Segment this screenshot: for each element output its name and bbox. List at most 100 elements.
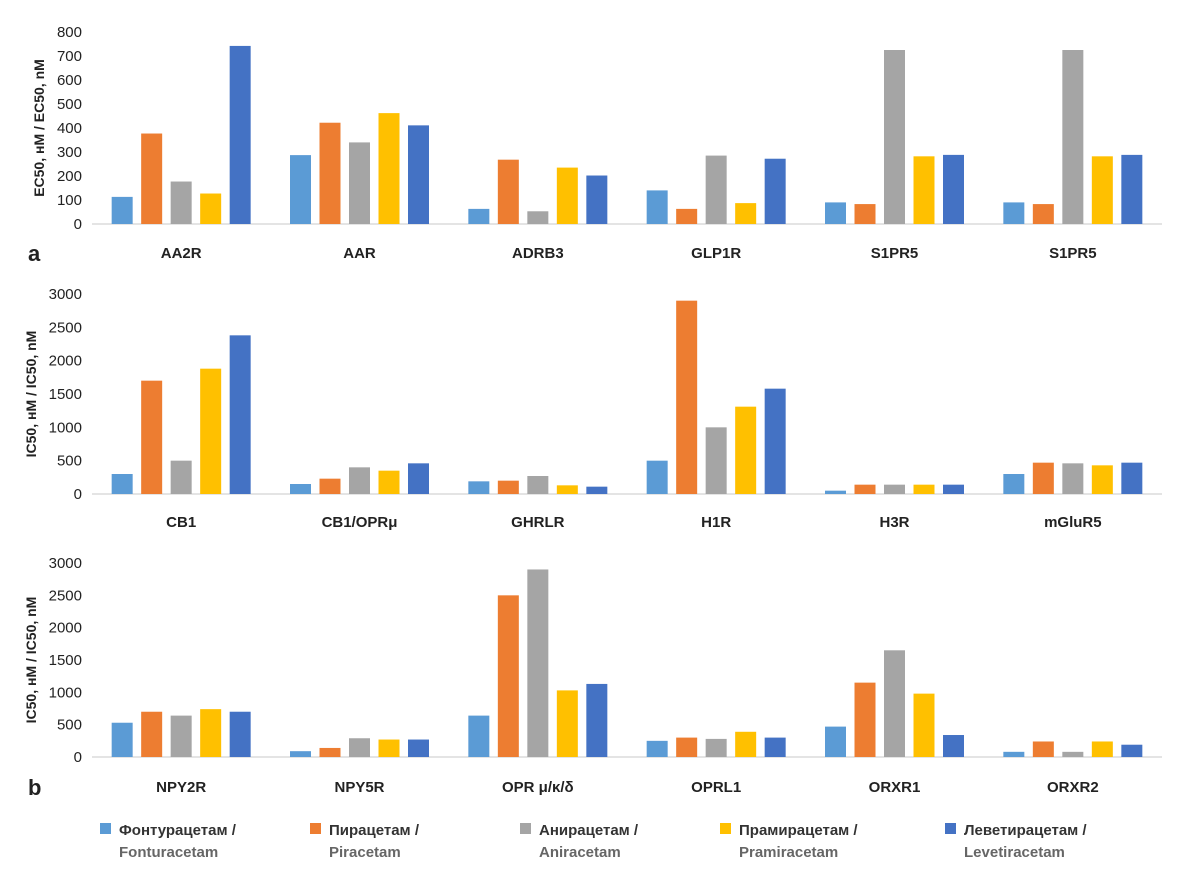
- legend-label-en: Aniracetam: [539, 844, 621, 861]
- legend-swatch: [520, 823, 531, 834]
- bar: [1003, 202, 1025, 224]
- y-tick-label: 200: [57, 168, 82, 185]
- legend-item-levetiracetam: Леветирацетам / Levetiracetam: [945, 820, 1087, 864]
- bar: [556, 485, 578, 494]
- bar: [319, 747, 341, 757]
- chart-panel-1: 0 500 1000 1500 2000 2500 3000 IC50, нМ / IC50,…: [23, 286, 1162, 531]
- bar: [349, 738, 370, 757]
- bar: [913, 484, 935, 494]
- bar: [676, 300, 698, 494]
- bar: [764, 737, 786, 757]
- x-category-label: AAR: [343, 245, 376, 262]
- y-tick-label: 0: [74, 486, 82, 503]
- x-category-label: S1PR5: [871, 245, 919, 262]
- bar: [646, 740, 668, 757]
- y-tick-label: 1000: [49, 419, 82, 436]
- bar: [497, 595, 519, 757]
- bar: [497, 480, 519, 494]
- legend-label-en: Pramiracetam: [739, 844, 839, 861]
- y-tick-label: 800: [57, 24, 82, 41]
- bar: [408, 463, 429, 494]
- chart-panel-0: 0 100 200 300 400 500 600 700 800 EC50, нМ / EC50…: [28, 24, 1162, 266]
- bar: [290, 751, 311, 757]
- bar: [825, 490, 846, 494]
- bar: [705, 738, 727, 757]
- bar: [200, 709, 222, 757]
- legend-swatch: [720, 823, 731, 834]
- legend-swatch: [310, 823, 321, 834]
- bar: [349, 467, 370, 494]
- y-tick-label: 300: [57, 144, 82, 161]
- bar: [408, 125, 429, 224]
- legend-swatch: [945, 823, 956, 834]
- y-tick-label: 0: [74, 216, 82, 233]
- bar: [378, 470, 400, 494]
- legend-label-en: Piracetam: [329, 844, 401, 861]
- bar: [884, 50, 905, 224]
- x-category-label: GHRLR: [511, 514, 564, 531]
- bar: [170, 715, 192, 757]
- bar: [1062, 751, 1084, 757]
- bar: [854, 682, 876, 757]
- bar: [854, 484, 876, 494]
- x-category-label: GLP1R: [691, 245, 741, 262]
- bar: [1003, 474, 1025, 494]
- legend-label-en: Fonturacetam: [119, 844, 219, 861]
- y-tick-label: 3000: [49, 286, 82, 303]
- chart-panel-2: 0 500 1000 1500 2000 2500 3000 IC50, нМ / IC50,…: [23, 555, 1162, 800]
- y-tick-label: 1500: [49, 652, 82, 669]
- y-tick-label: 1500: [49, 386, 82, 403]
- legend-label-ru: Фонтурацетам /: [119, 822, 236, 839]
- bar: [349, 142, 370, 224]
- bar: [229, 335, 251, 494]
- bar: [290, 484, 311, 494]
- bar: [884, 484, 905, 494]
- y-tick-label: 0: [74, 749, 82, 766]
- bar: [111, 196, 133, 224]
- bar: [111, 722, 133, 757]
- bar: [943, 735, 964, 757]
- y-axis-title: EC50, нМ / EC50, nM: [31, 59, 47, 197]
- bar: [200, 368, 222, 494]
- bar: [943, 154, 964, 224]
- bar: [676, 737, 698, 757]
- bar: [646, 460, 668, 494]
- y-tick-label: 3000: [49, 555, 82, 572]
- legend-swatch: [100, 823, 111, 834]
- x-category-label: ADRB3: [512, 245, 564, 262]
- panel-label: a: [28, 241, 41, 266]
- legend-item-fonturacetam: Фонтурацетам / Fonturacetam: [100, 820, 236, 864]
- x-category-label: H3R: [879, 514, 909, 531]
- x-category-label: H1R: [701, 514, 731, 531]
- bar: [290, 155, 311, 224]
- bar: [141, 711, 163, 757]
- y-tick-label: 500: [57, 453, 82, 470]
- bar: [1003, 751, 1025, 757]
- y-tick-label: 700: [57, 48, 82, 65]
- bar: [141, 380, 163, 494]
- bar: [1062, 50, 1084, 224]
- bar: [527, 476, 549, 494]
- bar: [111, 474, 133, 494]
- bar: [229, 45, 251, 224]
- panel-label: b: [28, 775, 41, 800]
- bar: [884, 650, 905, 757]
- bar: [408, 739, 429, 757]
- bar: [497, 159, 519, 224]
- bar: [705, 155, 727, 224]
- y-tick-label: 2000: [49, 353, 82, 370]
- y-tick-label: 600: [57, 72, 82, 89]
- bar: [556, 690, 578, 757]
- bar: [735, 203, 757, 224]
- x-category-label: OPR μ/κ/δ: [502, 779, 574, 796]
- bar: [1121, 744, 1143, 757]
- bar: [1091, 465, 1113, 494]
- bar: [586, 486, 608, 494]
- bar: [913, 156, 935, 224]
- bar: [1091, 156, 1113, 224]
- x-category-label: ORXR2: [1047, 779, 1099, 796]
- y-tick-label: 1000: [49, 684, 82, 701]
- bar: [319, 122, 341, 224]
- bar: [468, 481, 490, 494]
- x-category-label: S1PR5: [1049, 245, 1097, 262]
